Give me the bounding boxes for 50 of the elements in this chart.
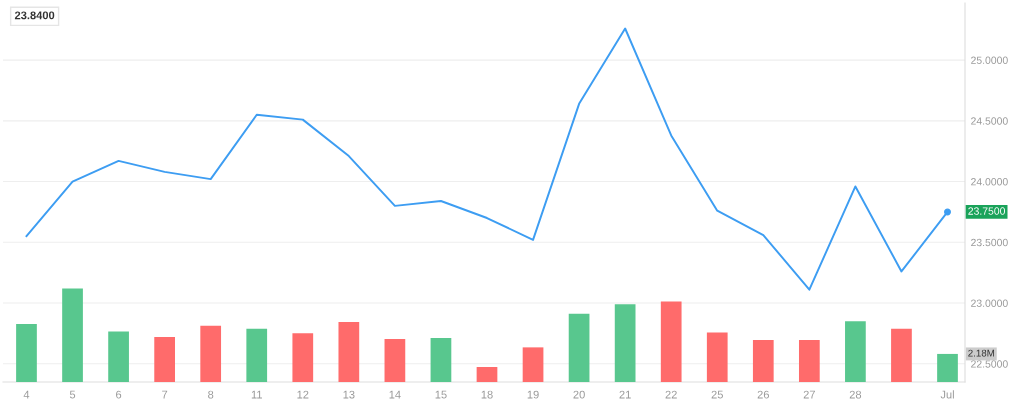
bar xyxy=(845,321,866,382)
x-tick-label: 6 xyxy=(116,390,122,399)
bar xyxy=(108,331,129,382)
bar xyxy=(200,325,222,382)
annotation: 23.7500 xyxy=(968,207,1006,215)
bar xyxy=(338,322,360,382)
bar xyxy=(430,338,452,382)
text: 2.18M xyxy=(968,349,994,357)
x-tick-label: 12 xyxy=(297,390,309,399)
x-tick-label: 5 xyxy=(69,390,76,399)
bar xyxy=(614,304,636,382)
x-tick-label: 25 xyxy=(711,390,723,399)
y-tick-label: 24.0000 xyxy=(971,178,1008,186)
x-tick-label: 18 xyxy=(481,390,493,399)
bar xyxy=(937,353,958,382)
x-tick-label: 13 xyxy=(343,390,355,399)
bar xyxy=(476,367,498,382)
x-tick-label: 15 xyxy=(435,390,447,399)
y-tick-label: 23.0000 xyxy=(971,299,1008,307)
bar xyxy=(292,333,314,382)
x-tick-label: 14 xyxy=(389,390,401,399)
x-tick-label: 26 xyxy=(757,390,769,399)
y-tick-label: 25.0000 xyxy=(971,56,1008,64)
bar xyxy=(706,332,728,382)
bar xyxy=(568,313,590,382)
bar xyxy=(62,288,83,382)
bar xyxy=(891,328,912,382)
x-tick-label: 27 xyxy=(803,390,815,399)
x-tick-label: 22 xyxy=(665,390,677,399)
bar xyxy=(16,323,37,382)
x-tick-label: 8 xyxy=(208,390,214,399)
y-tick-label: 24.5000 xyxy=(971,117,1008,125)
x-tick-label: 4 xyxy=(23,390,30,399)
x-tick-label: 19 xyxy=(527,390,539,399)
x-tick-label: 28 xyxy=(849,390,862,399)
x-tick-label: 7 xyxy=(162,390,168,399)
x-tick-label: 21 xyxy=(619,390,631,399)
y-tick-label: 22.5000 xyxy=(971,360,1008,368)
bar xyxy=(522,347,544,382)
bar xyxy=(384,338,406,382)
bar xyxy=(660,301,682,382)
x-tick-label: 20 xyxy=(573,390,585,399)
bar xyxy=(154,337,175,382)
x-tick-label: Jul xyxy=(940,390,954,399)
y-tick-label: 23.5000 xyxy=(971,238,1008,247)
x-tick-label: 11 xyxy=(251,390,262,399)
annotation: 23.8400 xyxy=(14,11,55,20)
bar xyxy=(798,339,820,382)
bar xyxy=(752,339,774,382)
bar xyxy=(246,328,268,382)
